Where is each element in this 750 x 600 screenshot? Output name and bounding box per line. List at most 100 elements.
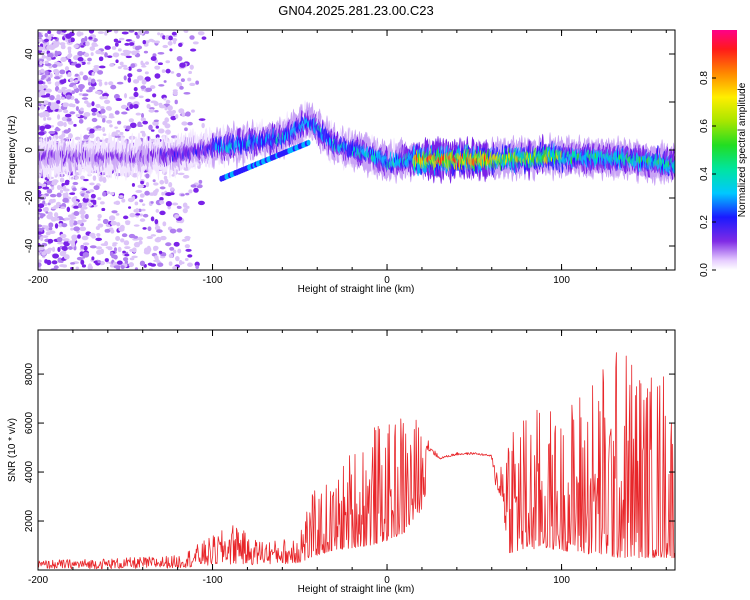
spectrogram-x-tick-label: -200 (28, 275, 48, 286)
spectrogram-noise-cell (177, 172, 185, 176)
spectrogram-noise-cell (121, 111, 128, 115)
spectrogram-noise-cell (150, 129, 155, 132)
spectrogram-noise-cell (39, 213, 46, 217)
spectrogram-noise-cell (178, 259, 183, 266)
spectrogram-noise-cell (38, 131, 45, 136)
spectrogram-noise-cell (48, 136, 52, 141)
spectrogram-noise-cell (129, 104, 134, 110)
spectrogram-noise-cell (128, 96, 136, 100)
spectrogram-noise-cell (48, 222, 54, 228)
snr-frame (37, 329, 676, 571)
spectrogram-noise-cell (117, 120, 122, 125)
spectrogram-noise-cell (161, 69, 166, 74)
spectrogram-noise-cell (117, 66, 122, 69)
spectrogram-noise-cell (110, 220, 117, 226)
spectrogram-noise-cell (47, 81, 52, 85)
spectrogram-noise-cell (189, 48, 197, 52)
spectrogram-noise-cell (127, 77, 132, 83)
spectrogram-noise-cell (63, 122, 67, 128)
spectrogram-noise-cell (95, 49, 102, 55)
spectrogram-noise-cell (171, 202, 179, 206)
spectrogram-noise-cell (54, 81, 60, 87)
snr-y-label: SNR (10 * v/v) (7, 418, 18, 482)
spectrogram-noise-cell (189, 64, 194, 70)
spectrogram-noise-cell (194, 261, 200, 267)
spectrogram-noise-cell (39, 104, 45, 110)
spectrogram-noise-cell (121, 233, 128, 238)
spectrogram-noise-cell (96, 232, 101, 237)
spectrogram-noise-cell (81, 97, 89, 100)
spectrogram-noise-cell (68, 58, 72, 63)
spectrogram-noise-cell (60, 96, 65, 100)
spectrogram-noise-cell (63, 254, 70, 260)
spectrogram-noise-cell (38, 231, 43, 235)
spectrogram-noise-cell (172, 89, 178, 92)
spectrogram-noise-cell (54, 52, 59, 57)
spectrogram-noise-cell (152, 120, 159, 126)
spectrogram-noise-cell (182, 207, 188, 214)
spectrogram-noise-cell (139, 213, 144, 217)
spectrogram-noise-cell (198, 179, 203, 184)
spectrogram-noise-cell (59, 42, 66, 46)
spectrogram-noise-cell (51, 64, 58, 68)
spectrogram-noise-cell (91, 117, 98, 123)
spectrogram-noise-cell (142, 39, 147, 45)
spectrogram-noise-cell (136, 68, 143, 73)
spectrogram-noise-cell (90, 193, 96, 199)
spectrogram-noise-cell (78, 83, 85, 90)
spectrogram-noise-cell (73, 200, 79, 205)
spectrogram-noise-cell (180, 193, 185, 197)
spectrogram-noise-cell (128, 30, 135, 33)
spectrogram-axes: -200 -100 0 100 40 20 0 -20 -40 (24, 30, 675, 286)
spectrogram-noise-cell (69, 111, 76, 115)
spectrogram-noise-cell (155, 125, 159, 129)
spectrogram-noise-cell (80, 244, 85, 249)
spectrogram-noise-cell (123, 51, 129, 57)
spectrogram-noise-cell (165, 60, 171, 64)
spectrogram-noise-cell (63, 240, 70, 247)
spectrogram-marks (38, 30, 675, 270)
spectrogram-noise-cell (108, 115, 115, 119)
spectrogram-noise-cell (98, 65, 106, 69)
spectrogram-noise-cell (134, 201, 139, 206)
spectrogram-noise-cell (73, 205, 79, 209)
spectrogram-noise-cell (144, 71, 149, 75)
spectrogram-noise-cell (65, 33, 72, 39)
spectrogram-noise-cell (62, 197, 69, 203)
spectrogram-noise-cell (44, 33, 48, 38)
spectrogram-noise-cell (154, 237, 162, 243)
snr-y-tick-label: 4000 (24, 460, 35, 483)
spectrogram-noise-cell (137, 236, 144, 241)
spectrogram-noise-cell (174, 99, 178, 105)
spectrogram-noise-cell (47, 211, 53, 217)
spectrogram-noise-cell (140, 117, 145, 122)
spectrogram-noise-cell (96, 246, 103, 250)
spectrogram-noise-cell (187, 262, 193, 267)
spectrogram-noise-cell (81, 188, 88, 191)
spectrogram-noise-cell (89, 46, 96, 51)
spectrogram-noise-cell (49, 94, 55, 101)
spectrogram-noise-cell (74, 136, 81, 141)
spectrogram-noise-cell (159, 104, 166, 109)
spectrogram-noise-cell (75, 106, 79, 112)
spectrogram-noise-cell (51, 217, 56, 222)
colorbar-tick-label: 0.0 (699, 263, 710, 277)
spectrogram-noise-cell (162, 221, 167, 227)
spectrogram-noise-cell (92, 175, 97, 181)
spectrogram-noise-cell (66, 206, 71, 213)
spectrogram-noise-cell (149, 85, 156, 90)
spectrogram-noise-cell (181, 121, 188, 126)
spectrogram-noise-cell (54, 76, 61, 80)
spectrogram-noise-cell (163, 97, 167, 101)
spectrogram-noise-cell (38, 262, 42, 268)
spectrogram-noise-cell (124, 260, 129, 264)
spectrogram-noise-cell (115, 235, 121, 241)
spectrogram-noise-cell (135, 112, 142, 116)
spectrogram-noise-cell (139, 260, 146, 267)
spectrogram-noise-cell (93, 65, 100, 69)
spectrogram-noise-cell (54, 72, 60, 77)
spectrogram-noise-cell (90, 52, 94, 56)
spectrogram-noise-cell (145, 173, 150, 179)
spectrogram-noise-cell (100, 248, 105, 255)
spectrogram-noise-cell (111, 46, 117, 50)
